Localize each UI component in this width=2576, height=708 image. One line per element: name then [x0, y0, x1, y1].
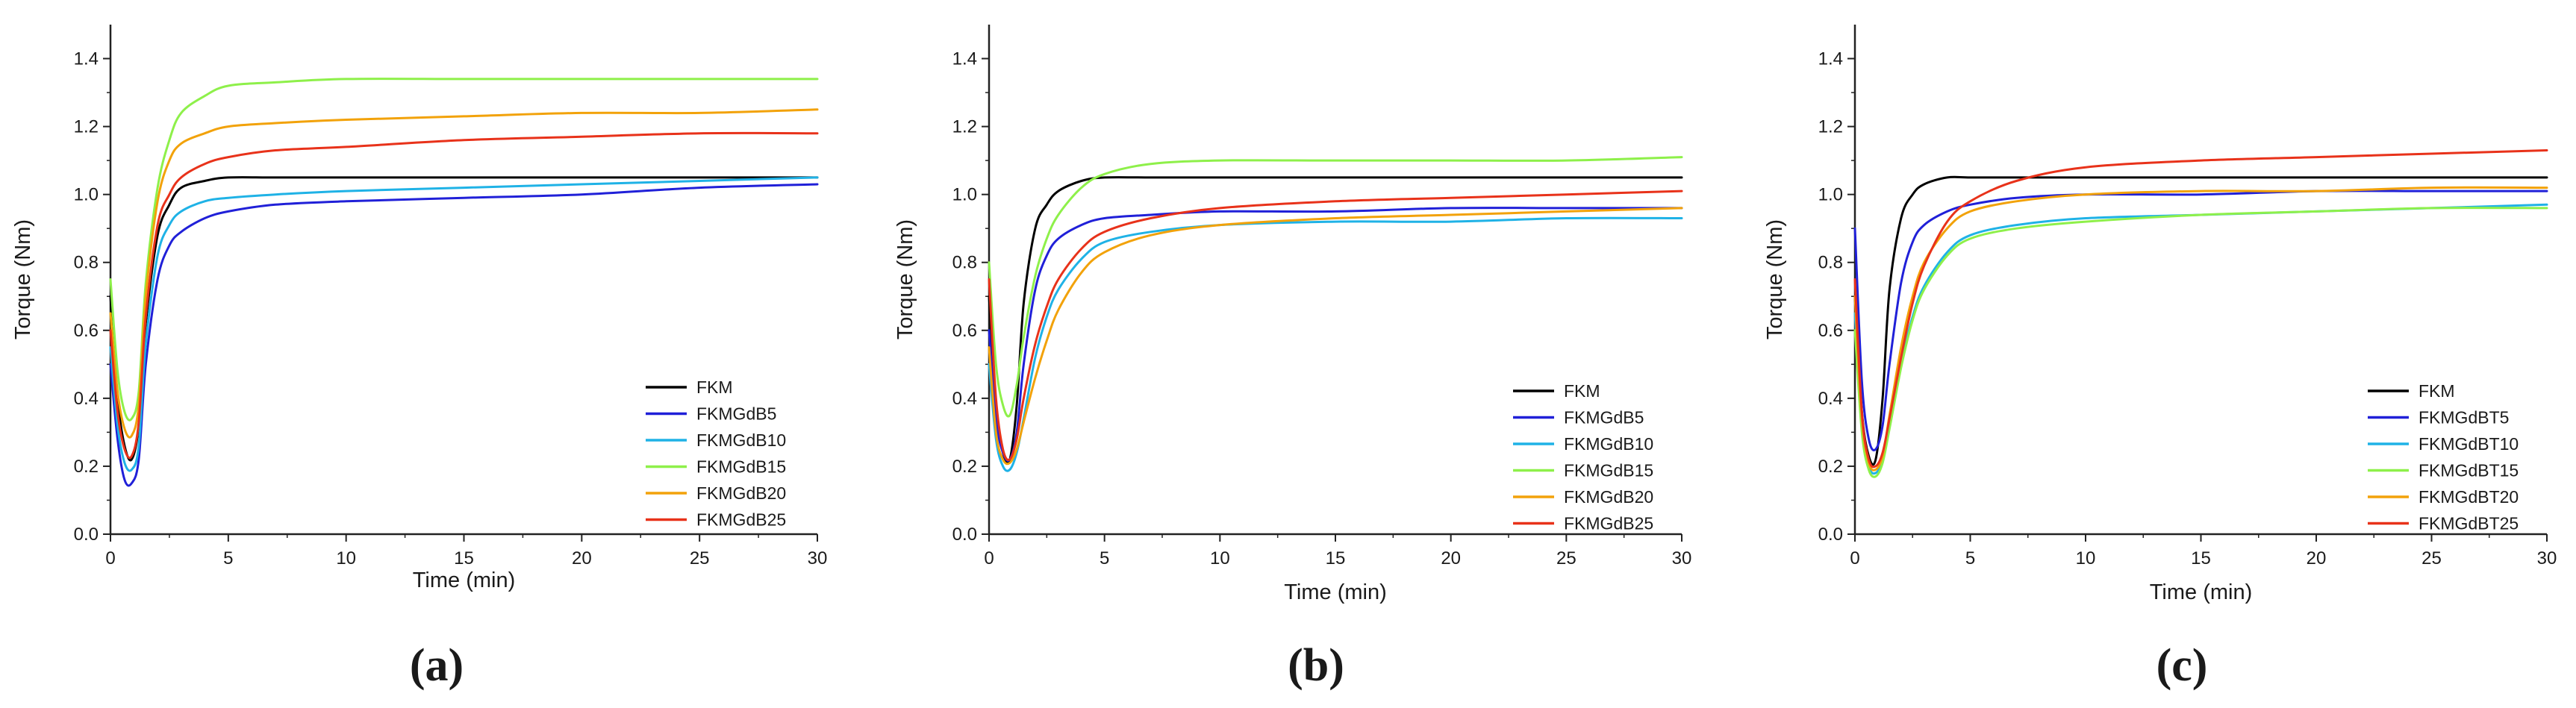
x-tick-label: 0 [984, 548, 994, 568]
legend-label: FKMGdB10 [696, 430, 786, 450]
x-tick-label: 0 [105, 548, 115, 568]
y-tick-label: 1.0 [1818, 185, 1843, 205]
series-line-fkmgdb15 [988, 156, 1683, 418]
y-tick-label: 0.6 [952, 321, 977, 341]
y-tick-label: 1.4 [1818, 49, 1843, 69]
y-tick-label: 1.2 [74, 117, 99, 137]
legend: FKM FKMGdB5 FKMGdB10 FKMGdB15 FKMGdB20 FKMGdB… [1513, 381, 1653, 533]
y-tick-label: 0.4 [952, 389, 977, 409]
y-tick-label: 0.6 [1818, 321, 1843, 341]
x-tick-label: 20 [572, 548, 592, 568]
legend-label: FKMGdB15 [1564, 461, 1653, 480]
chart-panel-a: 0.0 0.2 0.4 0.6 0.8 1.0 1.2 1.4 0 5 10 15 20 25 30 Time… [11, 25, 827, 592]
legend-label: FKM [2418, 381, 2455, 401]
x-tick-label: 25 [690, 548, 710, 568]
x-tick-label: 15 [2191, 548, 2211, 568]
y-tick-label: 1.0 [74, 185, 99, 205]
series-line-fkmgdbt25 [1853, 149, 2548, 469]
x-tick-label: 20 [1441, 548, 1461, 568]
legend-label: FKMGdB25 [1564, 514, 1653, 533]
series-line-fkmgdb10 [988, 216, 1683, 472]
series-line-fkm [109, 176, 819, 462]
chart-panel-c: 0.0 0.2 0.4 0.6 0.8 1.0 1.2 1.4 0 5 10 15 20 25 30 Time… [1763, 25, 2557, 604]
legend-label: FKM [696, 378, 733, 397]
series-line-fkmgdb15 [109, 78, 819, 422]
legend-label: FKMGdBT20 [2418, 487, 2519, 507]
series-line-fkmgdb25 [109, 131, 819, 460]
series-line-fkmgdbt15 [1853, 207, 2548, 478]
y-axis-title: Torque (Nm) [894, 219, 917, 339]
legend-label: FKMGdBT10 [2418, 434, 2519, 454]
y-tick-label: 0.2 [952, 457, 977, 477]
x-tick-label: 30 [808, 548, 828, 568]
y-tick-label: 0.8 [1818, 253, 1843, 273]
legend-label: FKM [1564, 381, 1600, 401]
legend-label: FKMGdB5 [1564, 408, 1644, 427]
x-tick-label: 5 [1965, 548, 1975, 568]
x-tick-label: 10 [336, 548, 356, 568]
y-tick-label: 0.8 [952, 253, 977, 273]
series-line-fkmgdb20 [988, 207, 1683, 466]
legend-label: FKMGdBT25 [2418, 514, 2519, 533]
y-tick-label: 1.2 [1818, 117, 1843, 137]
x-tick-label: 5 [1100, 548, 1109, 568]
series-line-fkmgdb25 [988, 189, 1683, 462]
x-tick-label: 0 [1850, 548, 1859, 568]
panel-label-b: (b) [1288, 640, 1344, 691]
x-tick-label: 30 [2537, 548, 2557, 568]
x-tick-label: 15 [1326, 548, 1346, 568]
x-tick-label: 30 [1672, 548, 1692, 568]
y-tick-label: 0.6 [74, 321, 99, 341]
y-tick-label: 0.0 [952, 524, 977, 545]
series-line-fkmgdb10 [109, 176, 819, 472]
y-tick-label: 1.2 [952, 117, 977, 137]
y-tick-label: 1.0 [952, 185, 977, 205]
x-tick-label: 25 [1556, 548, 1577, 568]
y-tick-label: 0.0 [74, 524, 99, 545]
legend: FKM FKMGdB5 FKMGdB10 FKMGdB15 FKMGdB20 FKMGdB… [646, 378, 786, 530]
legend-label: FKMGdBT5 [2418, 408, 2509, 427]
legend-label: FKMGdB20 [1564, 487, 1653, 507]
series-line-fkm [1853, 175, 2548, 466]
x-tick-label: 10 [2076, 548, 2096, 568]
y-tick-label: 0.2 [1818, 457, 1843, 477]
series-line-fkmgdbt20 [1853, 186, 2548, 472]
x-axis-title: Time (min) [2150, 580, 2252, 604]
y-tick-label: 0.2 [74, 457, 99, 477]
y-tick-label: 0.4 [1818, 389, 1843, 409]
legend-label: FKMGdBT15 [2418, 461, 2519, 480]
legend-label: FKMGdB20 [696, 483, 786, 503]
legend-label: FKMGdB25 [696, 510, 786, 530]
y-tick-label: 0.8 [74, 253, 99, 273]
legend: FKM FKMGdBT5 FKMGdBT10 FKMGdBT15 FKMGdBT20 FK… [2368, 381, 2519, 533]
x-axis-title: Time (min) [413, 568, 515, 592]
x-tick-label: 25 [2421, 548, 2442, 568]
x-tick-label: 10 [1210, 548, 1230, 568]
x-tick-label: 15 [454, 548, 474, 568]
series-line-fkmgdb5 [109, 183, 819, 487]
panel-label-c: (c) [2156, 640, 2208, 691]
legend-label: FKMGdB15 [696, 457, 786, 477]
series-line-fkmgdb20 [109, 108, 819, 439]
chart-panel-b: 0.0 0.2 0.4 0.6 0.8 1.0 1.2 1.4 0 5 10 15 20 25 30 Time… [894, 25, 1691, 604]
x-tick-label: 5 [223, 548, 233, 568]
legend-label: FKMGdB10 [1564, 434, 1653, 454]
panel-label-a: (a) [410, 640, 464, 691]
y-axis-title: Torque (Nm) [1763, 219, 1787, 339]
x-tick-label: 20 [2307, 548, 2327, 568]
y-tick-label: 1.4 [952, 49, 977, 69]
y-tick-label: 0.0 [1818, 524, 1843, 545]
x-axis-title: Time (min) [1284, 580, 1386, 604]
y-tick-label: 1.4 [74, 49, 99, 69]
legend-label: FKMGdB5 [696, 404, 776, 424]
y-tick-label: 0.4 [74, 389, 99, 409]
y-axis-title: Torque (Nm) [11, 219, 35, 339]
